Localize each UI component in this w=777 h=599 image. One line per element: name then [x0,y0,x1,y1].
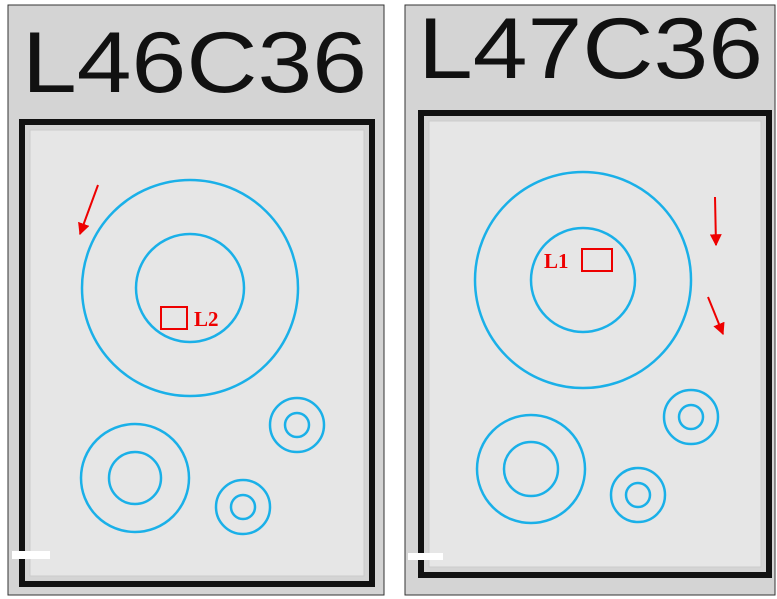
inner-circle [624,481,652,509]
scale-bar [408,553,443,560]
right-panel: L47C36 L1 [404,1,776,596]
outer-circle [662,388,720,446]
left-panel: L46C36 L2 [7,4,385,596]
outer-circle [80,178,300,398]
frame [19,119,375,587]
inner-circle [677,403,705,431]
arrow [707,296,725,336]
outer-circle [79,422,191,534]
scale-bar [12,551,50,559]
outer-circle [268,396,326,454]
frame [418,110,772,578]
inner-circle [283,411,311,439]
outer-circle [609,466,667,524]
outer-circle [475,413,587,525]
sample-area [428,120,762,568]
inner-circle [134,232,246,344]
inner-circle [107,450,163,506]
arrow [709,196,722,247]
inner-circle [502,440,560,498]
inner-circle [529,226,637,334]
region-box [581,248,613,272]
region-box [160,306,188,330]
region-label: L2 [194,307,219,331]
region-label: L1 [544,249,569,273]
arrow [78,184,99,236]
sample-label: L47C36 [418,1,763,97]
sample-area [29,129,365,577]
inner-circle [229,493,257,521]
outer-circle [214,478,272,536]
outer-circle [473,170,693,390]
sample-label: L46C36 [22,15,367,111]
